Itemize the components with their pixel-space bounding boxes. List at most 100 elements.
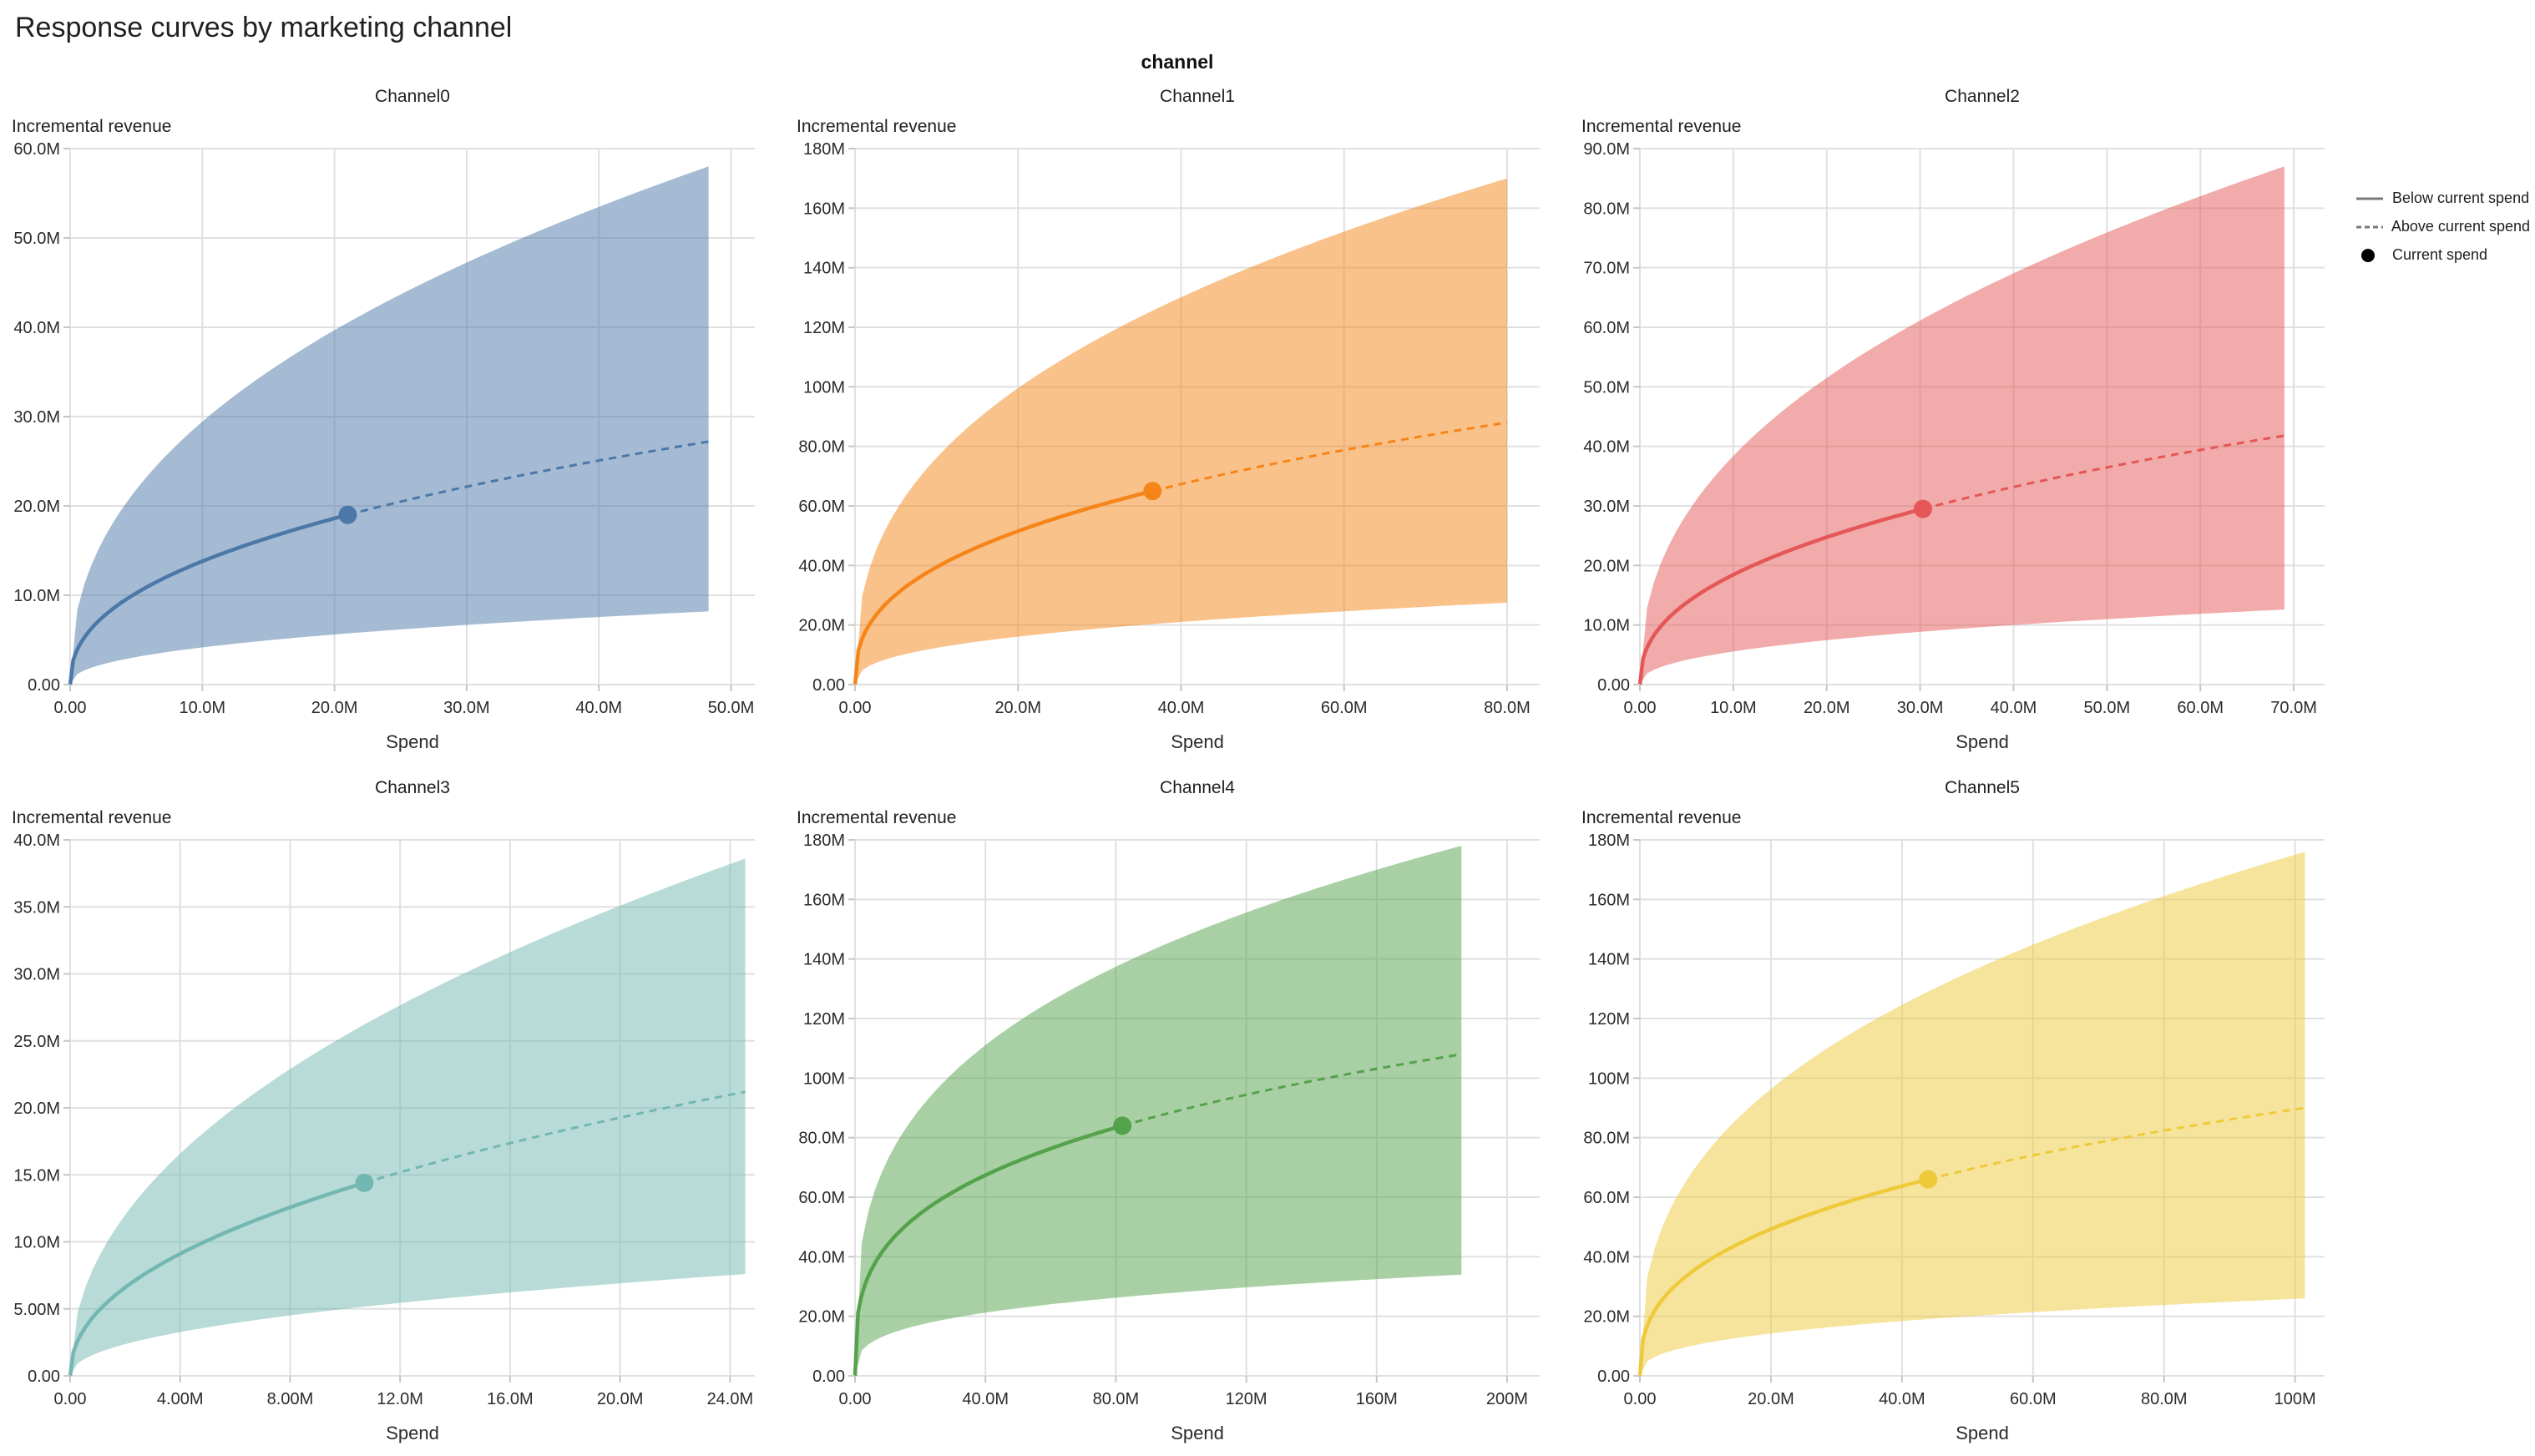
y-tick-label: 20.0M bbox=[798, 617, 845, 635]
current-spend-dot bbox=[338, 505, 357, 524]
y-tick-label: 140M bbox=[803, 260, 845, 278]
x-tick-label: 40.0M bbox=[1879, 1390, 1925, 1408]
y-tick-label: 0.00 bbox=[28, 676, 60, 695]
uncertainty-band bbox=[855, 178, 1507, 685]
y-tick-label: 10.0M bbox=[13, 587, 60, 605]
y-tick-label: 160M bbox=[1588, 891, 1630, 909]
x-tick-label: 200M bbox=[1486, 1390, 1528, 1408]
uncertainty-band bbox=[70, 166, 709, 685]
response-curve-plot-channel2: 0.00 10.0M 20.0M 30.0M 40.0M 50.0M 60.0M 70.0M 0… bbox=[1583, 140, 2325, 752]
layout: channel Channel0 Incremental revenue 0.00 1… bbox=[0, 48, 2535, 1456]
y-tick-label: 10.0M bbox=[1583, 617, 1630, 635]
x-tick-label: 40.0M bbox=[1991, 699, 2037, 717]
x-tick-label: 60.0M bbox=[2177, 699, 2224, 717]
legend-dashed-line-icon bbox=[2356, 225, 2383, 228]
x-tick-label: 16.0M bbox=[487, 1390, 534, 1408]
above-current-spend-line bbox=[1121, 1053, 1462, 1127]
x-tick-label: 80.0M bbox=[2141, 1390, 2188, 1408]
y-axis-title: Incremental revenue bbox=[12, 117, 172, 136]
x-tick-label: 60.0M bbox=[2010, 1390, 2057, 1408]
x-axis-title: Spend bbox=[1171, 1423, 1224, 1443]
y-tick-label: 30.0M bbox=[1583, 498, 1630, 516]
x-tick-label: 40.0M bbox=[1158, 699, 1205, 717]
y-tick-label: 160M bbox=[803, 891, 845, 909]
above-current-spend-line bbox=[347, 440, 709, 517]
x-tick-label: 30.0M bbox=[443, 699, 490, 717]
current-spend-dot bbox=[1919, 1170, 1938, 1189]
response-curve-plot-channel3: 0.00 4.00M 8.00M 12.0M 16.0M 20.0M 24.0M 0.00 5.… bbox=[13, 832, 755, 1443]
y-axis-title: Incremental revenue bbox=[1581, 117, 1742, 136]
y-tick-label: 140M bbox=[803, 951, 845, 969]
x-tick-label: 0.00 bbox=[839, 699, 872, 717]
y-tick-label: 20.0M bbox=[798, 1308, 845, 1327]
x-tick-label: 60.0M bbox=[1321, 699, 1368, 717]
x-tick-label: 0.00 bbox=[839, 1390, 872, 1408]
chart-title: Channel1 bbox=[1160, 87, 1235, 106]
y-tick-label: 60.0M bbox=[1583, 319, 1630, 337]
legend-label: Below current spend bbox=[2392, 190, 2530, 206]
x-tick-label: 70.0M bbox=[2270, 699, 2317, 717]
facet-header-channel: channel bbox=[1141, 51, 1214, 73]
y-tick-label: 40.0M bbox=[1583, 1248, 1630, 1266]
y-tick-label: 15.0M bbox=[13, 1166, 60, 1185]
x-axis-title: Spend bbox=[386, 1423, 439, 1443]
legend-solid-line-icon bbox=[2356, 197, 2383, 200]
x-axis-title: Spend bbox=[386, 731, 439, 752]
y-tick-label: 120M bbox=[803, 319, 845, 337]
x-tick-label: 80.0M bbox=[1484, 699, 1531, 717]
chart-facet-channel0: Channel0 Incremental revenue 0.00 10.0M 20.0… bbox=[0, 73, 785, 765]
y-tick-label: 120M bbox=[803, 1010, 845, 1029]
y-tick-label: 40.0M bbox=[798, 557, 845, 575]
x-tick-label: 40.0M bbox=[575, 699, 622, 717]
dot-swatch bbox=[2361, 248, 2375, 262]
y-tick-label: 50.0M bbox=[1583, 378, 1630, 397]
current-spend-dot bbox=[1143, 482, 1162, 501]
response-curve-plot-channel4: 0.00 40.0M 80.0M 120M 160M 200M 0.00 20.0M 40.0M… bbox=[798, 832, 1540, 1443]
y-axis-title: Incremental revenue bbox=[797, 808, 957, 827]
current-spend-dot bbox=[1113, 1116, 1132, 1135]
below-current-spend-line bbox=[68, 1180, 366, 1377]
x-tick-label: 20.0M bbox=[994, 699, 1041, 717]
response-curve-plot-channel1: 0.00 20.0M 40.0M 60.0M 80.0M 0.00 20.0M 40.0M 60… bbox=[798, 140, 1540, 752]
x-tick-label: 100M bbox=[2274, 1390, 2316, 1408]
y-tick-label: 40.0M bbox=[798, 1248, 845, 1266]
chart-title: Channel0 bbox=[375, 87, 450, 106]
below-current-spend-line bbox=[853, 489, 1153, 685]
y-tick-label: 100M bbox=[803, 1069, 845, 1088]
below-current-spend-line bbox=[853, 1124, 1123, 1377]
x-tick-label: 40.0M bbox=[962, 1390, 1009, 1408]
y-tick-label: 60.0M bbox=[798, 1189, 845, 1207]
x-tick-label: 0.00 bbox=[54, 699, 87, 717]
y-axis-title: Incremental revenue bbox=[797, 117, 957, 136]
chart-facet-channel1: Channel1 Incremental revenue 0.00 20.0M 40.0… bbox=[785, 73, 1570, 765]
x-tick-label: 10.0M bbox=[1710, 699, 1757, 717]
x-tick-label: 0.00 bbox=[1624, 699, 1657, 717]
y-tick-label: 30.0M bbox=[13, 966, 60, 984]
legend: Below current spend Above current spend Cu… bbox=[2355, 48, 2535, 264]
chart-facet-channel5: Channel5 Incremental revenue 0.00 20.0M 40.0… bbox=[1570, 765, 2355, 1456]
x-tick-label: 20.0M bbox=[311, 699, 358, 717]
y-tick-label: 35.0M bbox=[13, 898, 60, 917]
x-tick-label: 50.0M bbox=[708, 699, 755, 717]
current-spend-dot bbox=[355, 1173, 374, 1192]
legend-item-above-current-spend: Above current spend bbox=[2355, 218, 2530, 235]
x-tick-label: 50.0M bbox=[2084, 699, 2131, 717]
x-tick-label: 120M bbox=[1226, 1390, 1268, 1408]
y-tick-label: 20.0M bbox=[13, 498, 60, 516]
y-tick-label: 80.0M bbox=[798, 1130, 845, 1148]
page-title: Response curves by marketing channel bbox=[15, 12, 513, 43]
x-tick-label: 20.0M bbox=[1804, 699, 1850, 717]
uncertainty-band bbox=[70, 858, 746, 1376]
y-tick-label: 0.00 bbox=[812, 676, 845, 695]
y-axis-title: Incremental revenue bbox=[12, 808, 172, 827]
y-tick-label: 180M bbox=[1588, 832, 1630, 850]
x-axis-title: Spend bbox=[1956, 731, 2009, 752]
uncertainty-band bbox=[1640, 852, 2305, 1376]
y-tick-label: 70.0M bbox=[1583, 260, 1630, 278]
chart-title: Channel5 bbox=[1945, 778, 2020, 797]
chart-grid: Channel0 Incremental revenue 0.00 10.0M 20.0… bbox=[0, 73, 2355, 1456]
above-current-spend-line bbox=[1927, 1106, 2305, 1181]
y-tick-label: 60.0M bbox=[13, 140, 60, 159]
y-tick-label: 30.0M bbox=[13, 408, 60, 427]
y-tick-label: 50.0M bbox=[13, 230, 60, 248]
